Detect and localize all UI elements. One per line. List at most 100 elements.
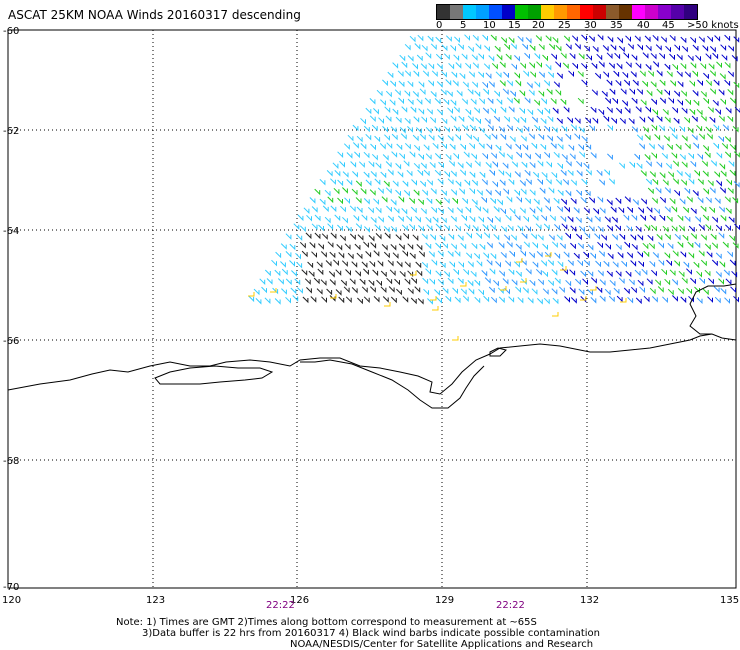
wind-barb xyxy=(715,224,722,232)
wind-barb xyxy=(676,170,683,177)
wind-barb xyxy=(639,70,646,78)
wind-barb xyxy=(497,199,503,206)
wind-barb xyxy=(543,197,550,204)
wind-barb xyxy=(396,261,403,268)
wind-barb xyxy=(404,43,411,51)
wind-barb xyxy=(490,34,497,42)
wind-barb xyxy=(642,52,649,59)
wind-barb xyxy=(578,53,585,60)
wind-barb xyxy=(502,162,509,170)
wind-barb xyxy=(651,296,658,303)
wind-barb xyxy=(680,179,687,186)
wind-barb xyxy=(584,232,591,239)
wind-barb xyxy=(556,205,563,213)
wind-barb xyxy=(692,44,699,52)
wind-barb xyxy=(552,107,559,115)
wind-barb xyxy=(659,196,666,204)
wind-barb xyxy=(450,170,457,178)
graticule xyxy=(8,30,736,588)
wind-barb xyxy=(419,88,426,96)
wind-barb xyxy=(410,206,417,214)
wind-barb xyxy=(442,242,448,249)
wind-barb xyxy=(337,151,344,159)
wind-barb xyxy=(666,259,672,267)
wind-barb xyxy=(464,179,471,187)
wind-barb xyxy=(277,278,284,285)
wind-barb xyxy=(522,143,529,151)
wind-barb xyxy=(429,116,436,124)
wind-barb xyxy=(336,244,343,251)
wind-barb xyxy=(588,35,595,43)
wind-barb xyxy=(622,71,629,79)
wind-barb xyxy=(621,260,627,268)
wind-barb xyxy=(378,117,384,124)
wind-barb xyxy=(500,251,507,259)
wind-barb xyxy=(478,126,485,134)
wind-barb xyxy=(380,286,387,294)
wind-barb xyxy=(490,296,497,304)
wind-barb xyxy=(311,251,317,258)
wind-barb xyxy=(520,62,526,70)
wind-barb xyxy=(638,207,644,214)
wind-barb xyxy=(685,98,691,106)
wind-barb xyxy=(607,153,613,161)
wind-barb xyxy=(594,215,601,223)
wind-barb xyxy=(334,214,341,222)
wind-barb xyxy=(652,109,658,116)
wind-barb xyxy=(587,289,593,296)
wind-barb xyxy=(500,37,507,44)
wind-barb xyxy=(563,35,570,43)
wind-barb xyxy=(664,89,670,96)
wind-barb xyxy=(531,142,538,150)
wind-barb xyxy=(548,234,555,241)
wind-barb xyxy=(271,259,277,267)
wind-barb xyxy=(581,178,588,186)
wind-barb xyxy=(302,296,309,304)
wind-barb xyxy=(500,106,507,114)
wind-barb xyxy=(454,296,461,304)
wind-barb xyxy=(715,252,722,260)
wind-barb xyxy=(347,134,354,142)
wind-barb xyxy=(474,296,481,304)
wind-barb xyxy=(696,297,703,305)
wind-barb xyxy=(447,206,454,214)
wind-barb xyxy=(403,190,410,197)
wind-barb xyxy=(457,277,464,285)
wind-barb xyxy=(569,269,576,276)
wind-barb xyxy=(672,106,678,114)
wind-barb xyxy=(647,70,654,78)
wind-barb xyxy=(464,223,471,230)
wind-barb xyxy=(551,288,558,295)
wind-barb xyxy=(261,286,267,294)
wind-barb xyxy=(637,251,643,258)
wind-barb xyxy=(356,206,363,214)
wind-barb xyxy=(349,278,356,285)
wind-barb xyxy=(383,226,390,233)
wind-barb xyxy=(499,80,506,87)
wind-barb xyxy=(551,269,558,276)
wind-barb xyxy=(469,171,476,179)
wind-barb xyxy=(321,296,327,304)
wind-barb xyxy=(289,260,295,267)
wind-barb xyxy=(313,277,320,285)
wind-barb xyxy=(521,161,528,169)
wind-barb xyxy=(335,269,342,276)
wind-barb xyxy=(698,250,705,257)
wind-barb xyxy=(658,242,664,249)
wind-barb xyxy=(369,98,376,105)
plot-frame xyxy=(7,29,737,589)
wind-barb xyxy=(437,278,444,286)
wind-barb xyxy=(688,178,695,185)
wind-barb xyxy=(381,196,388,203)
wind-barb xyxy=(639,116,646,123)
wind-barb xyxy=(352,171,358,178)
wind-barb xyxy=(684,187,691,195)
wind-barb xyxy=(527,108,534,116)
wind-barb xyxy=(374,224,381,231)
wind-barb xyxy=(686,287,692,295)
wind-barb xyxy=(514,171,521,178)
wind-barb xyxy=(428,62,435,70)
wind-barb xyxy=(722,124,729,131)
wind-barb xyxy=(314,232,321,240)
wind-barb xyxy=(403,232,409,240)
